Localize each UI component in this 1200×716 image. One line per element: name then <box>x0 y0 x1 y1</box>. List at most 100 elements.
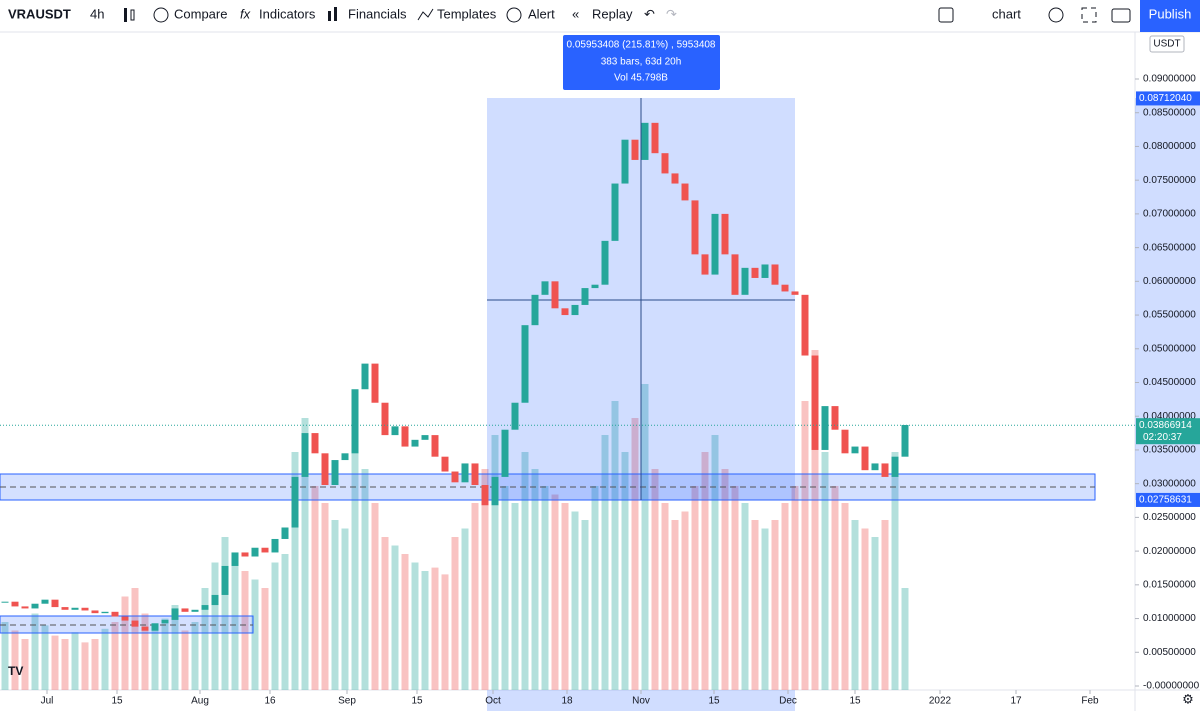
indicators[interactable]: Indicators <box>259 6 316 21</box>
fullscreen-box[interactable] <box>938 7 954 23</box>
candle <box>61 607 69 610</box>
y-tick-label: 0.05500000 <box>1143 310 1196 321</box>
x-tick-label: Sep <box>338 696 356 707</box>
volume-bar <box>521 452 529 690</box>
volume-bar <box>121 596 129 690</box>
templates[interactable]: Templates <box>437 6 497 21</box>
y-tick-label: 0.07000000 <box>1143 209 1196 220</box>
volume-bar <box>201 588 209 690</box>
expand-icon[interactable] <box>1081 7 1097 23</box>
x-tick-label: 18 <box>561 696 573 707</box>
financials-icon[interactable] <box>328 11 331 21</box>
volume-bar <box>761 528 769 690</box>
candle <box>441 456 449 472</box>
candle <box>721 213 729 255</box>
replay[interactable]: Replay <box>592 6 633 21</box>
candle <box>631 139 639 160</box>
financials-icon[interactable] <box>334 7 337 21</box>
interval[interactable]: 4h <box>90 6 104 21</box>
candle <box>521 325 529 403</box>
measure-tooltip <box>563 35 720 90</box>
price-label: 0.08712040 <box>1139 93 1192 104</box>
currency[interactable]: USDT <box>1153 39 1180 50</box>
candle <box>311 433 319 454</box>
volume-bar <box>461 528 469 690</box>
volume-bar <box>191 622 199 690</box>
symbol[interactable]: VRAUSDT <box>8 6 71 21</box>
candle <box>431 435 439 457</box>
y-tick-label: 0.02000000 <box>1143 546 1196 557</box>
volume-bar <box>451 537 459 690</box>
volume-bar <box>891 452 899 690</box>
candle-icon[interactable] <box>130 9 135 21</box>
publish-button[interactable] <box>1140 0 1200 32</box>
candle <box>661 153 669 174</box>
candle <box>401 426 409 447</box>
candle <box>31 603 39 609</box>
candle-icon[interactable] <box>124 8 127 22</box>
candle <box>461 463 469 483</box>
replay-icon[interactable]: « <box>572 6 579 21</box>
volume-bar <box>341 528 349 690</box>
candle <box>181 608 189 612</box>
candle <box>281 527 289 539</box>
volume-bar <box>181 630 189 690</box>
volume-bar <box>721 469 729 690</box>
candle <box>121 616 129 621</box>
volume-bar <box>681 511 689 690</box>
fx-icon[interactable]: fx <box>240 6 251 21</box>
candle <box>491 476 499 506</box>
volume-bar <box>411 562 419 690</box>
volume-bar <box>381 537 389 690</box>
measure-range-axis <box>487 690 795 711</box>
candle <box>761 264 769 278</box>
candle <box>871 463 879 471</box>
x-tick-label: 15 <box>411 696 423 707</box>
templates-icon[interactable] <box>417 8 434 21</box>
financials[interactable]: Financials <box>348 6 407 21</box>
volume-bar <box>241 571 249 690</box>
axis-settings[interactable]: ⚙ <box>1182 691 1194 706</box>
candle <box>221 565 229 595</box>
candle <box>101 611 109 614</box>
snapshot-icon[interactable] <box>1111 8 1131 23</box>
layout-name[interactable]: chart <box>992 6 1021 21</box>
volume-bar <box>701 452 709 690</box>
candle <box>11 601 19 607</box>
alert-icon[interactable] <box>506 7 522 23</box>
y-tick-label: 0.08500000 <box>1143 107 1196 118</box>
settings-icon[interactable] <box>1048 7 1064 23</box>
compare-icon[interactable] <box>153 7 169 23</box>
volume-bar <box>581 520 589 690</box>
toolbar <box>0 0 1200 32</box>
volume-bar <box>571 511 579 690</box>
candle <box>851 446 859 454</box>
candle <box>481 485 489 506</box>
alert[interactable]: Alert <box>528 6 555 21</box>
publish[interactable]: Publish <box>1149 6 1192 21</box>
candle <box>321 453 329 486</box>
y-tick-label: 0.05000000 <box>1143 343 1196 354</box>
redo[interactable]: ↷ <box>666 6 677 21</box>
candle <box>361 363 369 390</box>
candle <box>831 406 839 430</box>
measure-line: 0.05953408 (215.81%) , 5953408 <box>566 40 715 51</box>
compare[interactable]: Compare <box>174 6 227 21</box>
candle <box>531 294 539 326</box>
volume-bar <box>171 605 179 690</box>
volume-bar <box>101 628 109 690</box>
volume-bar <box>561 503 569 690</box>
candle <box>541 281 549 295</box>
candle <box>91 610 99 614</box>
y-tick-label: 0.04500000 <box>1143 377 1196 388</box>
volume-bar <box>661 503 669 690</box>
volume-bar <box>21 639 29 690</box>
volume-bar <box>551 494 559 690</box>
candle <box>421 435 429 440</box>
volume-bar <box>741 503 749 690</box>
undo[interactable]: ↶ <box>644 6 655 21</box>
volume-bar <box>81 642 89 690</box>
volume-bar <box>61 639 69 690</box>
candle <box>691 200 699 255</box>
currency-box[interactable] <box>1149 35 1185 53</box>
